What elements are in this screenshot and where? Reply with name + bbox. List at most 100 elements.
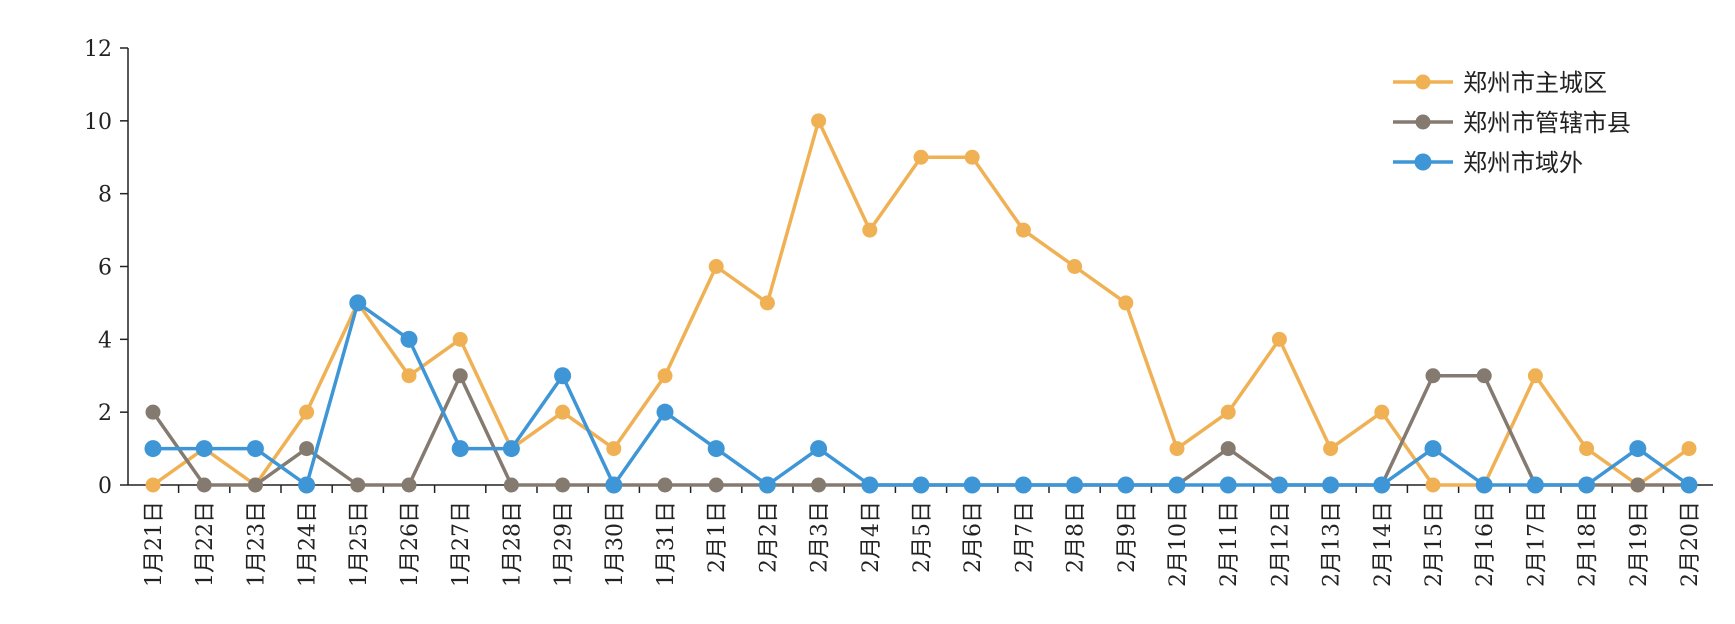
- series-0-point: [759, 295, 775, 311]
- series-0-point: [1015, 222, 1031, 238]
- series-lines: [151, 119, 1691, 487]
- y-tick-label: 12: [84, 37, 112, 62]
- x-tick-label: 2月5日: [910, 501, 935, 573]
- x-tick-label: 2月6日: [961, 501, 986, 573]
- series-1-point: [657, 477, 673, 493]
- series-0-point: [555, 404, 571, 420]
- series-2-point: [1526, 476, 1544, 494]
- x-tick-label: 2月7日: [1012, 501, 1037, 573]
- series-2-point: [605, 476, 623, 494]
- series-1-point: [1425, 368, 1441, 384]
- series-0-point: [811, 113, 827, 129]
- x-tick-label: 1月29日: [552, 501, 577, 587]
- y-tick-label: 4: [98, 328, 112, 353]
- series-0-point: [401, 368, 417, 384]
- series-1-point: [503, 477, 519, 493]
- y-tick-label: 2: [98, 401, 112, 426]
- series-2-point: [1117, 476, 1135, 494]
- y-tick-label: 0: [98, 474, 112, 499]
- series-2-point: [1219, 476, 1237, 494]
- series-0-point: [964, 149, 980, 165]
- legend-swatch-marker: [1415, 74, 1431, 90]
- series-0-point: [145, 477, 161, 493]
- series-2-point: [1475, 476, 1493, 494]
- series-2-point: [195, 440, 213, 458]
- x-tick-label: 2月1日: [705, 501, 730, 573]
- series-2-point: [451, 440, 469, 458]
- series-2-point: [1168, 476, 1186, 494]
- series-1-point: [555, 477, 571, 493]
- series-2-point: [554, 367, 572, 385]
- y-tick-label: 10: [84, 110, 112, 135]
- series-0-point: [1323, 441, 1339, 457]
- series-1-point: [1630, 477, 1646, 493]
- series-2-point: [1680, 476, 1698, 494]
- x-tick-label: 1月27日: [449, 501, 474, 587]
- series-0-point: [606, 441, 622, 457]
- series-2-point: [144, 440, 162, 458]
- series-2-point: [298, 476, 316, 494]
- series-0-point: [1169, 441, 1185, 457]
- series-1-point: [1476, 368, 1492, 384]
- legend-item: 郑州市主城区: [1393, 69, 1607, 97]
- x-tick-label: 2月11日: [1217, 501, 1242, 587]
- series-2-point: [246, 440, 264, 458]
- x-tick-label: 2月13日: [1320, 501, 1345, 587]
- series-2-point: [1270, 476, 1288, 494]
- series-0-point: [299, 404, 315, 420]
- series-2-point: [1066, 476, 1084, 494]
- x-tick-label: 2月18日: [1576, 501, 1601, 587]
- x-tick-label: 2月4日: [859, 501, 884, 573]
- y-tick-label: 8: [98, 183, 112, 208]
- x-axis-ticks: 1月21日 1月22日 1月23日 1月24日 1月25日 1月26日 1月27日 1月28日…: [142, 485, 1703, 587]
- x-tick-label: 1月26日: [398, 501, 423, 587]
- x-tick-label: 2月15日: [1422, 501, 1447, 587]
- legend-item: 郑州市管辖市县: [1393, 109, 1631, 137]
- x-tick-label: 2月3日: [808, 501, 833, 573]
- x-tick-label: 2月20日: [1678, 501, 1703, 587]
- x-tick-label: 2月9日: [1115, 501, 1140, 573]
- series-1-point: [452, 368, 468, 384]
- series-0-point: [708, 259, 724, 274]
- series-2-point: [656, 403, 674, 421]
- series-line-0: [151, 119, 1691, 487]
- legend-swatch-marker: [1414, 153, 1432, 171]
- series-0-point: [1220, 404, 1236, 420]
- series-line-2: [153, 301, 1691, 487]
- x-tick-label: 2月10日: [1166, 501, 1191, 587]
- x-tick-label: 1月28日: [500, 501, 525, 587]
- series-0-point: [1681, 441, 1697, 457]
- series-1-point: [811, 477, 827, 493]
- series-2-point: [1014, 476, 1032, 494]
- series-0-point: [1425, 477, 1441, 493]
- series-points: [144, 113, 1698, 494]
- series-0-point: [452, 331, 468, 347]
- series-2-point: [1373, 476, 1391, 494]
- series-0-point: [657, 368, 673, 384]
- x-tick-label: 2月12日: [1268, 501, 1293, 587]
- series-2-point: [912, 476, 930, 494]
- y-tick-label: 6: [98, 256, 112, 281]
- legend-label: 郑州市管辖市县: [1463, 109, 1631, 137]
- series-0-point: [1067, 259, 1083, 274]
- x-tick-label: 2月2日: [756, 501, 781, 573]
- x-tick-label: 2月14日: [1371, 501, 1396, 587]
- x-tick-label: 1月30日: [603, 501, 628, 587]
- series-1-point: [247, 477, 263, 493]
- legend-label: 郑州市域外: [1463, 149, 1583, 177]
- y-axis-ticks: 0 2 4 6 8 10 12: [84, 37, 128, 499]
- series-0-point: [1118, 295, 1134, 311]
- series-1-point: [1220, 441, 1236, 457]
- series-2-point: [349, 294, 367, 312]
- series-0-point: [862, 222, 878, 238]
- x-tick-label: 2月16日: [1473, 501, 1498, 587]
- x-tick-label: 2月17日: [1524, 501, 1549, 587]
- series-1-point: [401, 477, 417, 493]
- series-1-point: [299, 441, 315, 457]
- x-tick-label: 1月24日: [296, 501, 321, 587]
- series-1-point: [196, 477, 212, 493]
- series-2-point: [1424, 440, 1442, 458]
- series-1-point: [145, 404, 161, 420]
